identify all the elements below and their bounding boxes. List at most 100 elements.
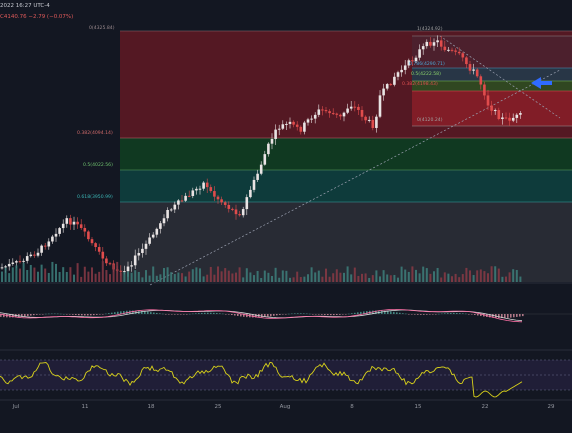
candle-body	[213, 191, 216, 197]
candle-body	[245, 197, 249, 210]
macd-hist-bar	[96, 314, 98, 315]
candle-body	[33, 254, 36, 256]
macd-hist-bar	[12, 314, 14, 318]
candle-body	[43, 245, 47, 247]
macd-hist-bar	[492, 314, 494, 318]
volume-bar	[328, 276, 331, 282]
xaxis-label: 29	[547, 404, 555, 410]
volume-bar	[443, 272, 446, 282]
macd-hist-bar	[438, 313, 440, 315]
volume-bar	[501, 276, 504, 282]
volume-bar	[123, 272, 126, 282]
candle-body	[331, 113, 335, 115]
macd-hist-bar	[447, 313, 449, 314]
macd-hist-bar	[147, 311, 149, 314]
volume-bar	[303, 276, 306, 282]
volume-bar	[109, 274, 111, 282]
macd-hist-bar	[57, 313, 59, 315]
volume-bar	[159, 274, 162, 282]
volume-bar	[476, 270, 479, 282]
volume-bar	[191, 269, 194, 282]
candle-body	[101, 251, 105, 259]
macd-hist-bar	[36, 314, 38, 315]
macd-hist-bar	[105, 313, 107, 315]
volume-bar	[87, 271, 90, 282]
macd-hist-bar	[288, 313, 290, 315]
volume-bar	[285, 270, 288, 282]
macd-hist-bar	[66, 314, 68, 315]
macd-hist-bar	[363, 311, 365, 314]
volume-bar	[1, 271, 3, 282]
candle-body	[274, 129, 277, 140]
volume-bar	[199, 268, 201, 282]
macd-hist-bar	[339, 314, 341, 315]
macd-hist-bar	[27, 314, 29, 317]
candle-body	[493, 110, 497, 112]
macd-hist-bar	[219, 313, 221, 314]
rsi-panel[interactable]	[0, 359, 572, 398]
inner-fib-0786	[412, 68, 572, 81]
macd-hist-bar	[252, 314, 254, 318]
candle-body	[65, 218, 69, 224]
candle-body	[385, 84, 389, 89]
macd-hist-bar	[267, 314, 269, 317]
macd-hist-bar	[165, 314, 167, 315]
candle-body	[69, 218, 72, 225]
volume-bar	[400, 266, 403, 282]
volume-bar	[281, 270, 284, 282]
volume-bar	[296, 271, 299, 282]
candle-body	[7, 263, 11, 267]
candle-body	[141, 248, 144, 253]
macd-hist-bar	[453, 313, 455, 314]
volume-bar	[181, 273, 183, 282]
volume-bar	[364, 273, 367, 282]
candle-body	[177, 200, 180, 205]
candle-body	[133, 255, 137, 266]
macd-hist-bar	[336, 314, 338, 315]
macd-panel[interactable]	[0, 309, 572, 323]
volume-bar	[40, 264, 43, 282]
volume-bar	[407, 271, 410, 282]
macd-hist-bar	[375, 310, 377, 314]
candle-body	[162, 218, 166, 224]
volume-bar	[515, 269, 518, 282]
macd-hist-bar	[477, 314, 479, 316]
inner-fib-label-0786: 0.786(4290.71)	[409, 62, 445, 67]
macd-hist-bar	[195, 313, 197, 314]
candle-body	[389, 84, 393, 86]
macd-hist-bar	[300, 313, 302, 314]
volume-bar	[256, 270, 259, 282]
candle-body	[349, 106, 353, 109]
candle-body	[375, 116, 378, 128]
trendline-dashed-2[interactable]	[439, 35, 561, 119]
fib-label-0618: 0.618(3950.99)	[77, 195, 113, 200]
macd-hist-bar	[240, 314, 242, 317]
candle-body	[180, 200, 184, 202]
candlestick-series[interactable]	[0, 35, 522, 277]
volume-bar	[76, 263, 79, 282]
macd-hist-bar	[507, 314, 509, 318]
volume-bar	[307, 274, 309, 282]
candle-body	[238, 214, 241, 216]
volume-bar	[382, 270, 385, 282]
candle-body	[335, 113, 339, 115]
macd-hist-bar	[318, 314, 320, 315]
volume-bar	[217, 266, 219, 282]
volume-bar	[512, 269, 515, 282]
candle-body	[148, 237, 151, 244]
candle-body	[216, 196, 220, 200]
macd-hist-bar	[426, 314, 428, 315]
candle-body	[479, 76, 483, 85]
volume-bar	[479, 269, 482, 282]
macd-hist-bar	[510, 314, 512, 318]
volume-bar	[505, 276, 507, 282]
candle-body	[367, 119, 371, 121]
volume-bar	[353, 267, 356, 282]
volume-bar	[361, 273, 363, 282]
volume-bar	[425, 268, 428, 282]
volume-bar	[62, 267, 65, 282]
candle-body	[202, 182, 205, 189]
candle-body	[378, 95, 382, 117]
volume-bar	[497, 268, 500, 282]
